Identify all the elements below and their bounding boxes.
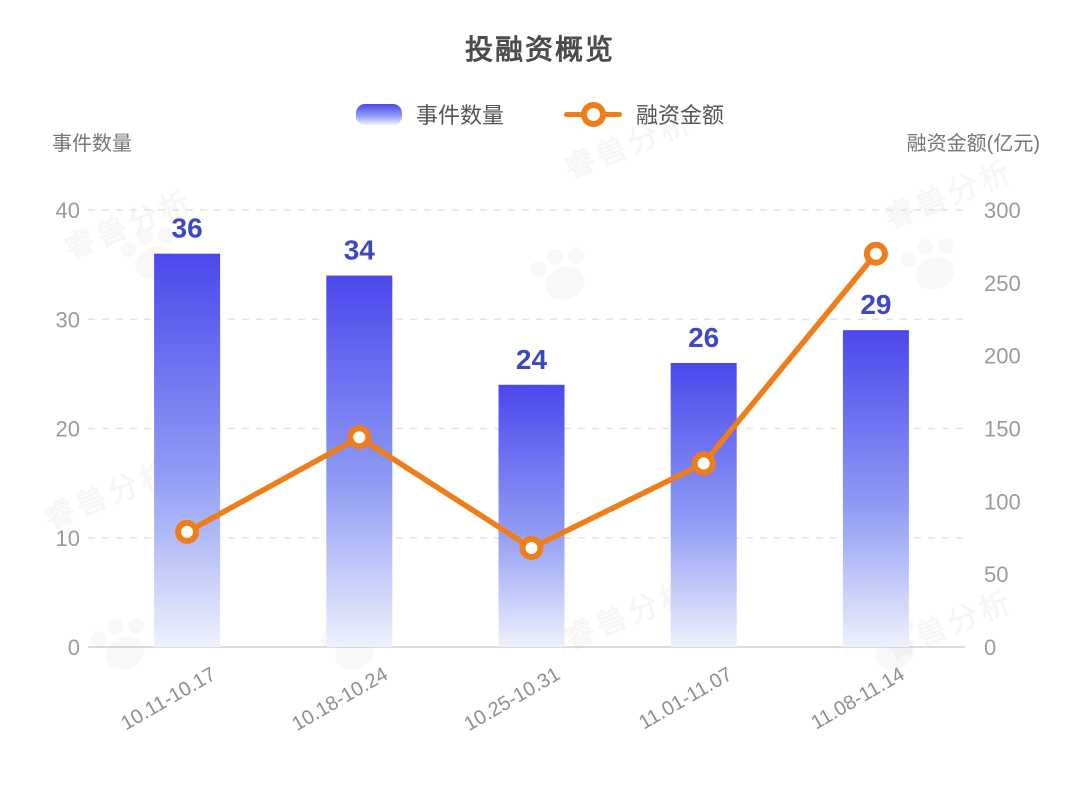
line-marker-ring-icon [580,101,606,127]
bar-value-label: 26 [688,322,719,353]
x-axis-label: 11.08-11.14 [808,663,909,734]
line-point[interactable] [863,241,888,266]
right-axis-tick: 300 [984,198,1021,223]
right-axis-tick: 200 [984,344,1021,369]
legend-item-event-count[interactable]: 事件数量 [355,98,504,130]
right-axis-tick: 50 [984,562,1008,587]
paw-watermark-icon [90,617,145,670]
left-axis-tick: 0 [68,635,80,660]
left-axis-title: 事件数量 [52,133,132,155]
bar-value-label: 29 [860,289,891,320]
left-axis-tick: 20 [56,417,80,442]
bar[interactable] [670,362,737,647]
line-series-marker-icon [564,101,622,127]
bar-value-label: 24 [516,344,548,375]
bar[interactable] [326,275,393,647]
x-axis-label: 10.25-10.31 [461,663,564,735]
legend-label-event-count: 事件数量 [415,103,504,128]
left-axis-tick: 30 [56,307,80,332]
line-point[interactable] [519,535,544,560]
bar[interactable] [842,330,909,647]
x-axis-label: 10.18-10.24 [288,663,391,735]
bar-value-label: 34 [344,235,376,266]
x-axis-label: 10.11-10.17 [117,663,219,735]
paw-watermark-icon [900,237,955,290]
right-axis-tick: 0 [984,635,996,660]
line-point[interactable] [347,425,372,450]
bar-value-label: 36 [172,213,203,244]
bar[interactable] [154,253,221,647]
right-axis-tick: 250 [984,271,1021,296]
left-axis-tick: 40 [56,198,80,223]
right-axis-title: 融资金额(亿元) [906,133,1040,155]
right-axis-tick: 100 [984,489,1021,514]
chart-title: 投融资概览 [464,34,615,65]
line-point[interactable] [691,451,716,476]
legend-label-financing-amount: 融资金额 [636,103,725,128]
legend-item-financing-amount[interactable]: 融资金额 [564,98,724,130]
legend: 事件数量 融资金额 [0,98,1080,130]
bar[interactable] [498,384,565,647]
left-axis-tick: 10 [56,526,80,551]
x-axis-label: 11.01-11.07 [635,663,736,734]
bar-series-marker-icon [355,103,402,125]
line-point[interactable] [175,519,200,544]
paw-watermark-icon [530,247,585,300]
right-axis-tick: 150 [984,417,1021,442]
